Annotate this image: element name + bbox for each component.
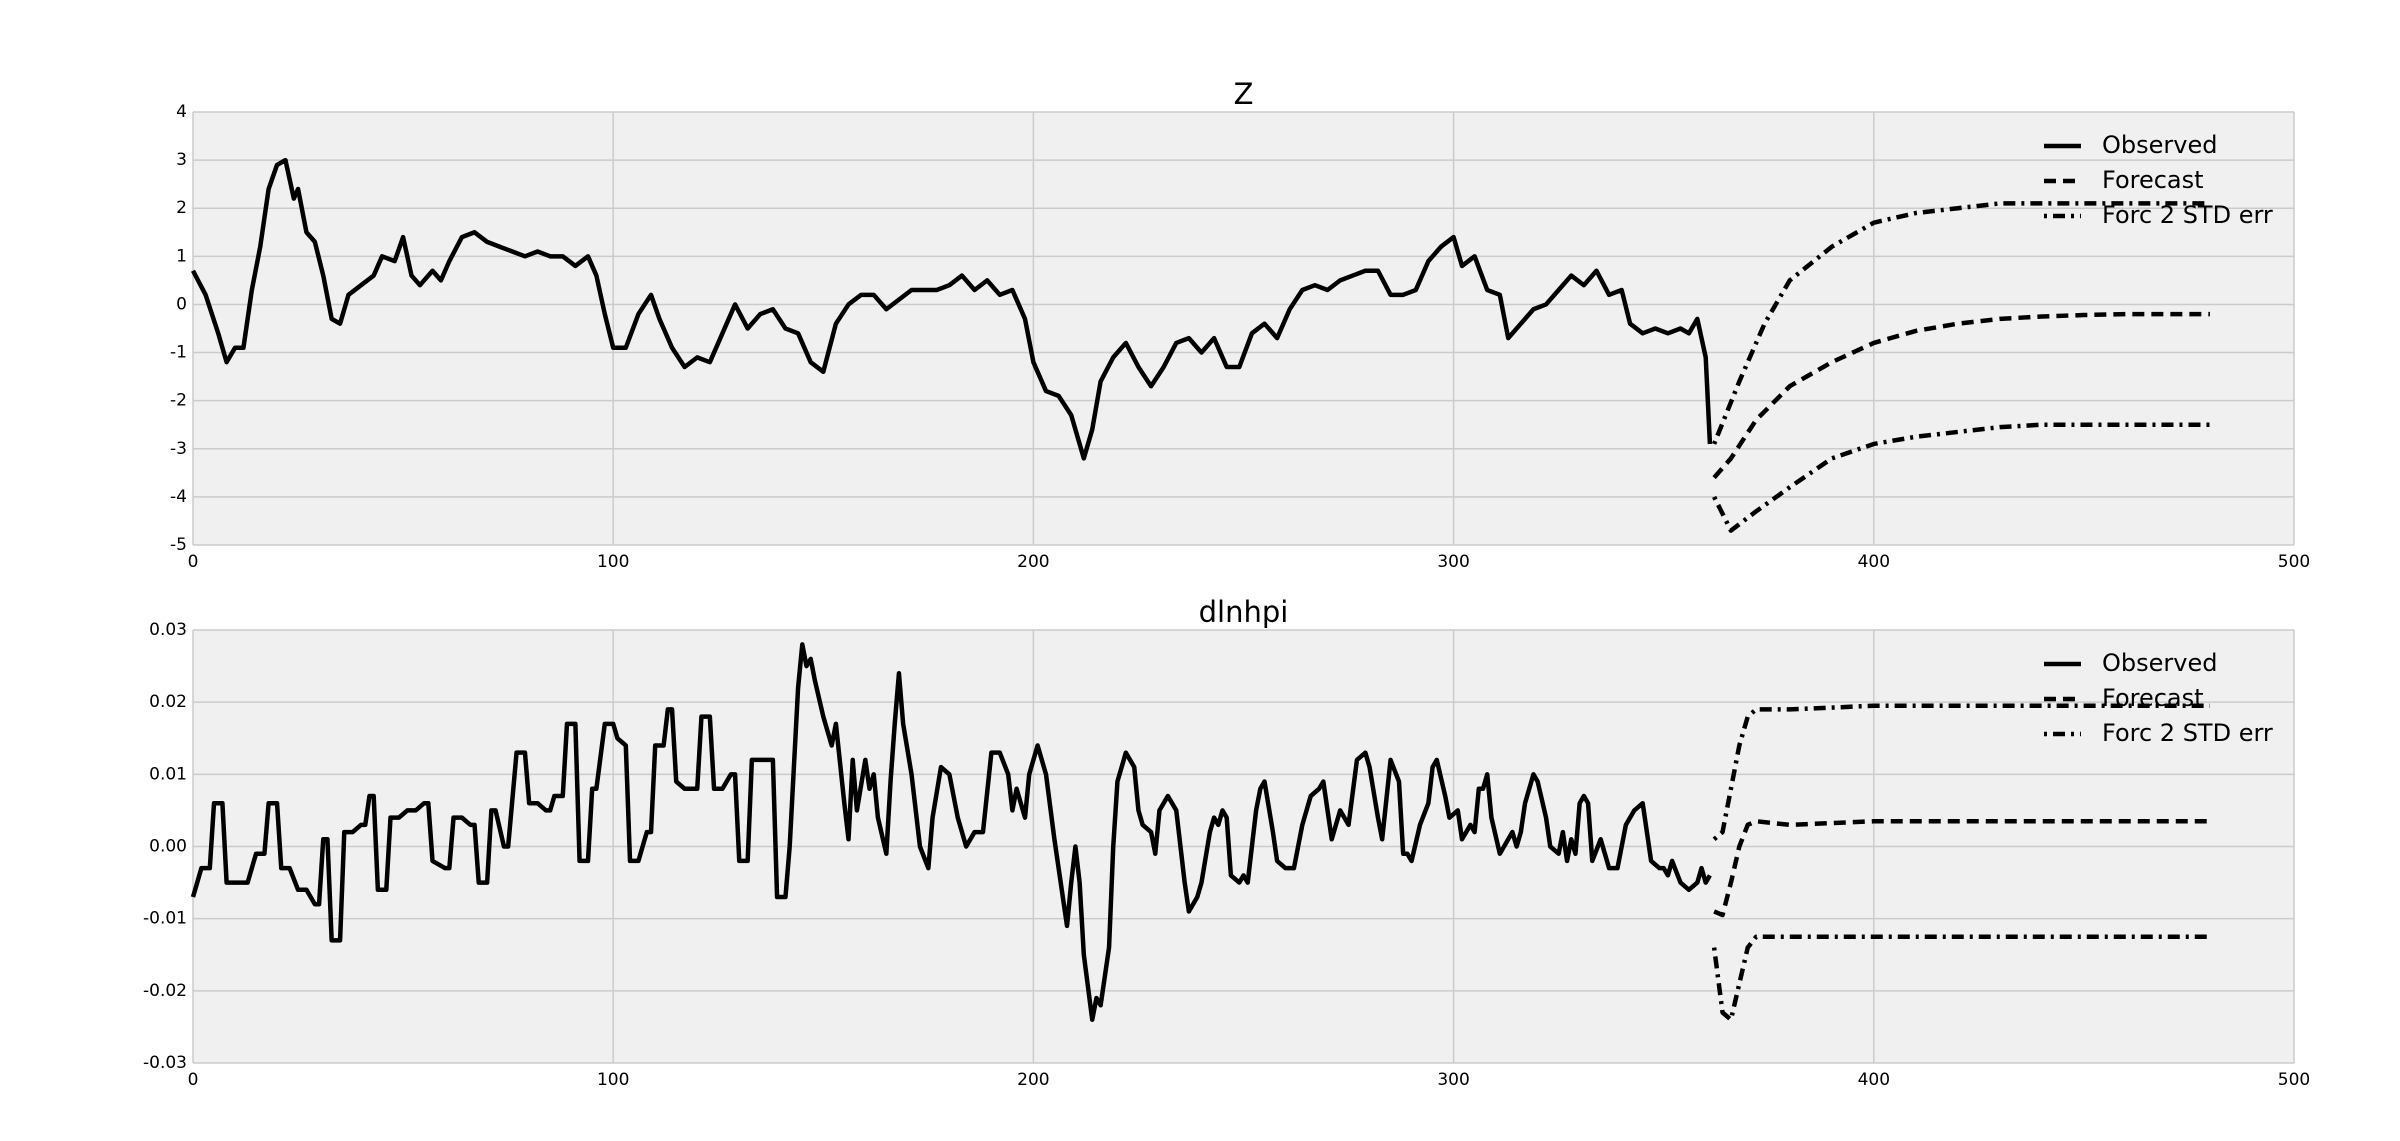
legend-label: Forc 2 STD err <box>2102 719 2273 747</box>
data-line <box>191 157 1713 461</box>
chart-title: dlnhpi <box>1199 595 1289 629</box>
y-tick-label: 1 <box>176 246 187 266</box>
x-tick-label: 200 <box>1017 552 1049 572</box>
data-line <box>1712 703 2210 841</box>
x-tick-label: 300 <box>1437 1070 1469 1090</box>
legend-label: Observed <box>2102 131 2217 159</box>
data-line <box>1712 201 2210 445</box>
data-line <box>1712 422 2210 533</box>
y-tick-label: 0.01 <box>149 764 187 784</box>
legend-label: Forecast <box>2102 166 2204 194</box>
y-tick-label: 0.03 <box>149 620 187 640</box>
legend-label: Forecast <box>2102 684 2204 712</box>
y-tick-label: -4 <box>170 487 187 507</box>
y-tick-label: 0.00 <box>149 837 187 857</box>
x-tick-label: 400 <box>1858 1070 1890 1090</box>
legend-label: Forc 2 STD err <box>2102 201 2273 229</box>
legend-label: Observed <box>2102 649 2217 677</box>
x-tick-label: 200 <box>1017 1070 1049 1090</box>
x-tick-label: 400 <box>1858 552 1890 572</box>
y-tick-label: 3 <box>176 150 187 170</box>
x-tick-label: 500 <box>2278 552 2310 572</box>
y-tick-label: -2 <box>170 391 187 411</box>
y-tick-label: 4 <box>176 102 187 122</box>
y-tick-label: -1 <box>170 343 187 363</box>
x-tick-label: 100 <box>597 1070 629 1090</box>
x-tick-label: 500 <box>2278 1070 2310 1090</box>
x-tick-label: 300 <box>1437 552 1469 572</box>
data-line <box>190 642 1712 1022</box>
y-tick-label: 0 <box>176 294 187 314</box>
plot-area <box>193 112 2294 545</box>
y-tick-label: -0.01 <box>143 909 187 929</box>
data-line <box>1712 311 2210 480</box>
x-tick-label: 100 <box>597 552 629 572</box>
chart-title: Z <box>1234 77 1254 111</box>
y-tick-label: -0.02 <box>143 981 187 1001</box>
data-line <box>1711 934 2210 1022</box>
y-tick-label: -3 <box>170 439 187 459</box>
y-tick-label: 2 <box>176 198 187 218</box>
y-tick-label: -0.03 <box>143 1053 187 1073</box>
x-tick-label: 0 <box>188 552 199 572</box>
y-tick-label: 0.02 <box>149 692 187 712</box>
y-tick-label: -5 <box>170 535 187 555</box>
x-tick-label: 0 <box>188 1070 199 1090</box>
